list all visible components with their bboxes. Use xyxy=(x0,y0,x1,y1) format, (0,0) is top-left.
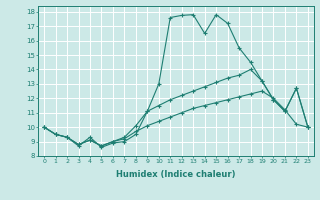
X-axis label: Humidex (Indice chaleur): Humidex (Indice chaleur) xyxy=(116,170,236,179)
